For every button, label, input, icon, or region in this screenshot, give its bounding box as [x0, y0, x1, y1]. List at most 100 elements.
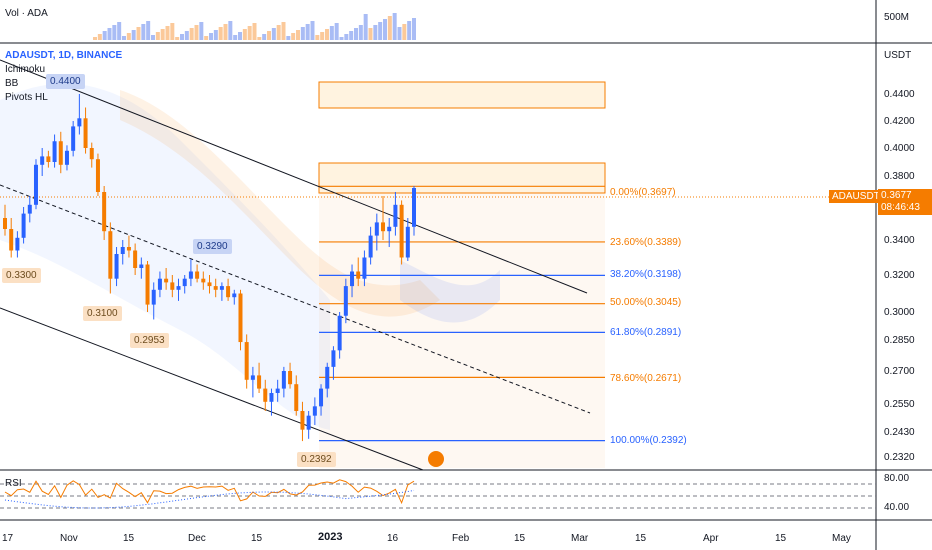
volume-bar: [271, 28, 276, 40]
volume-bar: [339, 37, 344, 40]
volume-bar: [223, 24, 228, 40]
candle-body: [108, 231, 113, 279]
fib-level-label: 61.80%(0.2891): [610, 327, 682, 338]
candle-body: [182, 278, 187, 287]
vol-scale-label: 500M: [884, 12, 910, 23]
indicator-ichimoku[interactable]: Ichimoku: [5, 64, 46, 75]
candle-body: [40, 156, 45, 165]
candle-body: [46, 156, 51, 162]
volume-bar: [378, 22, 383, 40]
volume-bar: [102, 31, 107, 40]
y-tick: 0.3400: [884, 235, 915, 246]
y-tick: 0.2700: [884, 366, 915, 377]
pivot-label: 0.3300: [2, 268, 41, 283]
candle-body: [77, 118, 82, 127]
pivot-label: 0.2392: [297, 452, 336, 467]
volume-bar: [344, 34, 349, 40]
volume-bar: [146, 21, 151, 40]
candle-body: [145, 264, 150, 305]
candle-body: [27, 204, 32, 214]
candle-body: [263, 388, 268, 402]
volume-bar: [189, 28, 194, 40]
last-price-tag: 0.3677 08:46:43: [878, 189, 932, 215]
indicator-bb[interactable]: BB: [5, 78, 19, 89]
rsi-ma-line: [4, 489, 415, 509]
fib-level-label: 23.60%(0.3389): [610, 237, 682, 248]
candle-body: [393, 204, 398, 227]
candle-body: [114, 254, 119, 279]
volume-bar: [368, 28, 373, 40]
candle-body: [58, 141, 63, 165]
candle-body: [269, 393, 274, 402]
volume-bar: [218, 27, 223, 40]
candle-body: [207, 282, 212, 287]
last-price: 0.3677: [881, 190, 912, 201]
volume-bar: [354, 28, 358, 40]
fib-level-label: 100.00%(0.2392): [610, 435, 687, 446]
candle-body: [219, 286, 224, 290]
y-tick: 0.4400: [884, 89, 915, 100]
volume-bar: [228, 21, 233, 40]
volume-bar: [257, 37, 262, 40]
symbol-price-tag: ADAUSDT: [829, 190, 883, 203]
candle-body: [281, 371, 286, 389]
y-tick: 0.4000: [884, 143, 915, 154]
volume-bar: [93, 37, 97, 40]
candle-body: [275, 388, 280, 393]
y-tick: 0.2320: [884, 452, 915, 463]
candle-body: [133, 250, 138, 268]
volume-bar: [325, 29, 329, 40]
x-tick: 15: [251, 533, 263, 544]
candle-body: [213, 286, 218, 290]
candle-body: [64, 150, 69, 165]
candle-body: [257, 375, 262, 389]
candle-body: [312, 406, 317, 416]
candle-body: [356, 271, 361, 279]
y-tick: 0.2550: [884, 399, 915, 410]
y-tick: 0.4200: [884, 116, 915, 127]
volume-bar: [300, 27, 305, 40]
channel-mid-line: [0, 184, 591, 414]
candle-body: [300, 411, 305, 430]
volume-bar: [247, 26, 252, 40]
volume-bar: [180, 34, 184, 40]
volume-bar: [402, 24, 407, 40]
x-tick: 15: [775, 533, 787, 544]
volume-bar: [334, 23, 339, 40]
candle-body: [387, 226, 392, 232]
candle-body: [33, 164, 38, 205]
volume-bar: [136, 27, 141, 40]
volume-bar: [107, 28, 112, 40]
candle-body: [89, 148, 94, 160]
pivot-label: 0.3290: [193, 239, 232, 254]
volume-bar: [209, 33, 213, 40]
volume-bar: [358, 25, 363, 40]
candle-body: [343, 286, 348, 316]
target-zone: [318, 162, 606, 194]
x-tick-year: 2023: [316, 531, 345, 543]
volume-bar: [122, 36, 126, 40]
volume-bar: [184, 31, 189, 40]
fib-level-label: 50.00%(0.3045): [610, 297, 682, 308]
indicator-pivots[interactable]: Pivots HL: [5, 92, 48, 103]
candle-body: [195, 271, 200, 279]
candle-body: [120, 247, 125, 254]
y-tick: 0.3800: [884, 171, 915, 182]
fib-level-label: 78.60%(0.2671): [610, 373, 682, 384]
candle-body: [9, 229, 14, 251]
y-tick: 0.2430: [884, 427, 915, 438]
candle-body: [102, 192, 107, 232]
candle-body: [238, 293, 243, 343]
candle-body: [294, 384, 299, 411]
symbol-title[interactable]: ADAUSDT, 1D, BINANCE: [5, 50, 123, 61]
candle-body: [226, 286, 231, 298]
volume-bar: [213, 30, 218, 40]
volume-bar: [242, 29, 247, 40]
x-tick: Mar: [571, 533, 589, 544]
rsi-label[interactable]: RSI: [5, 478, 22, 489]
candle-body: [244, 342, 249, 380]
volume-bar: [412, 18, 416, 40]
candle-body: [21, 213, 26, 238]
volume-bar: [363, 14, 368, 40]
